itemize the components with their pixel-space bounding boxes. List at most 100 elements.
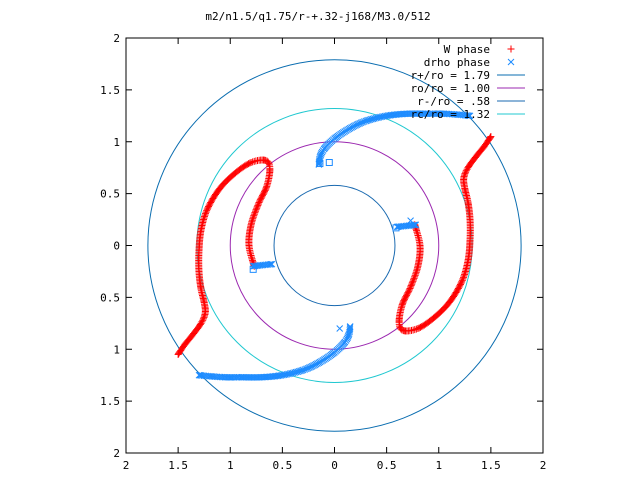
data-point (464, 112, 472, 119)
y-tick-label: 0.5 (100, 188, 120, 201)
data-point (197, 372, 205, 379)
data-point (407, 283, 415, 291)
data-point (412, 270, 420, 278)
y-tick-label: 1.5 (100, 84, 120, 97)
circle-2 (273, 184, 396, 307)
data-point (486, 134, 494, 142)
data-point (174, 350, 182, 358)
data-point (458, 276, 466, 284)
data-point (487, 133, 495, 141)
circle-0 (147, 59, 522, 432)
data-point (203, 205, 211, 213)
series-arm-0 (174, 156, 274, 358)
data-point (199, 316, 207, 324)
legend-label: rc/ro = 1.32 (411, 108, 490, 121)
reference-circles (147, 59, 522, 432)
square-marker (325, 159, 333, 166)
data-point (250, 212, 258, 220)
data-point (458, 278, 466, 286)
square-marker (249, 265, 257, 273)
x-tick-label: 1.5 (168, 459, 188, 472)
legend-marker (507, 58, 515, 66)
data-point (461, 170, 469, 178)
data-point (250, 210, 258, 218)
data-point (195, 371, 203, 379)
data-point (412, 268, 420, 276)
data-point (254, 200, 262, 208)
data-point (266, 261, 274, 268)
data-point (252, 206, 260, 214)
legend-marker (507, 45, 515, 53)
data-point (462, 168, 470, 176)
x-tick-label: 0 (331, 459, 338, 472)
data-point (203, 207, 211, 215)
x-tick-label: 1.5 (481, 459, 501, 472)
data-point (201, 210, 209, 218)
x-tick-label: 1 (227, 459, 234, 472)
data-point (407, 282, 415, 290)
legend-label: drho phase (424, 56, 490, 69)
data-point (409, 276, 417, 284)
series-arm-0 (315, 110, 474, 168)
data-point (251, 209, 259, 217)
series-arm-1 (395, 133, 495, 335)
data-series (174, 110, 495, 381)
circle-1 (229, 141, 440, 350)
y-tick-label: 0 (113, 240, 120, 253)
data-point (411, 326, 419, 334)
x-tick-label: 2 (123, 459, 130, 472)
circle-3 (196, 108, 473, 383)
data-point (460, 272, 468, 280)
y-tick-label: 1 (113, 343, 120, 356)
data-point (462, 167, 470, 175)
data-point (466, 112, 474, 120)
series-arm-3 (393, 221, 420, 231)
y-tick-label: 0.5 (100, 291, 120, 304)
axis-ticks: 2 1.5 1 0.5 0 0.5 1 1.5 221.510.500.511.52 (100, 32, 546, 472)
data-point (201, 312, 209, 320)
data-point (408, 279, 416, 287)
data-point (407, 217, 414, 224)
legend-label: ro/ro = 1.00 (411, 82, 490, 95)
x-tick-label: 2 (540, 459, 547, 472)
data-point (411, 271, 419, 279)
data-point (201, 211, 209, 219)
square-marker (316, 160, 324, 168)
y-tick-label: 1 (113, 136, 120, 149)
data-point (423, 110, 431, 118)
y-tick-label: 1.5 (100, 395, 120, 408)
y-tick-label: 2 (113, 32, 120, 45)
x-tick-label: 0.5 (377, 459, 397, 472)
data-point (199, 315, 207, 323)
x-tick-label: 0.5 (272, 459, 292, 472)
series-drho-phase (195, 110, 474, 381)
data-point (459, 275, 467, 283)
data-point (253, 204, 261, 212)
chart-title: m2/n1.5/q1.75/r-+.32-j168/M3.0/512 (205, 10, 430, 23)
data-point (202, 208, 210, 216)
data-point (175, 349, 183, 357)
x-tick-label: 1 (435, 459, 442, 472)
square-marker (392, 224, 400, 232)
legend-label: r+/ro = 1.79 (411, 69, 490, 82)
data-point (460, 171, 468, 179)
data-point (249, 213, 257, 221)
data-point (254, 201, 262, 209)
data-point (267, 260, 275, 268)
data-point (460, 273, 468, 281)
series-arm-2 (249, 260, 276, 270)
data-point (250, 157, 258, 165)
data-point (465, 112, 473, 120)
data-point (249, 215, 257, 223)
data-point (410, 274, 418, 282)
data-point (200, 313, 208, 321)
data-point (411, 273, 419, 281)
data-point (238, 373, 246, 381)
data-point (252, 207, 260, 215)
data-point (336, 325, 344, 332)
legend-label: W phase (444, 43, 490, 56)
data-point (409, 277, 417, 285)
series-w-phase (174, 133, 495, 358)
